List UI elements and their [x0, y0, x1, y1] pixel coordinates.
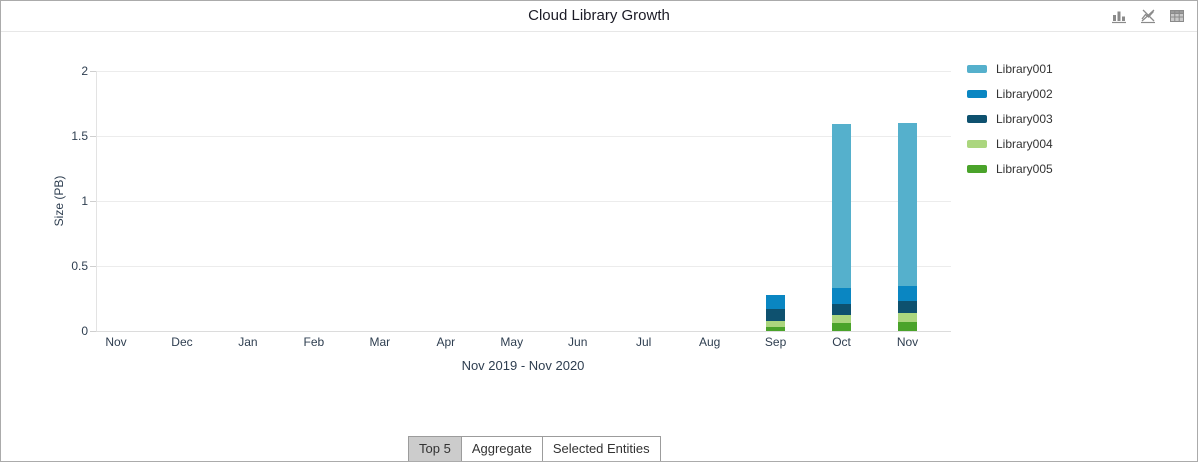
bar-segment-library005[interactable] — [766, 327, 786, 331]
x-axis-label: Sep — [764, 335, 787, 349]
tab-selected-entities[interactable]: Selected Entities — [541, 436, 661, 461]
gridline — [96, 136, 951, 137]
legend-swatch — [967, 139, 987, 148]
legend-label: Library003 — [996, 111, 1053, 126]
legend-swatch — [967, 164, 987, 173]
y-tick-mark — [90, 71, 96, 72]
x-axis-line — [96, 331, 951, 332]
y-axis-tick-label: 2 — [81, 64, 88, 78]
legend-label: Library004 — [996, 136, 1053, 151]
x-axis-label: Jun — [568, 335, 588, 349]
legend-item-library002[interactable]: Library002 — [967, 86, 1053, 101]
bar-segment-library003[interactable] — [766, 308, 786, 321]
y-axis-tick-label: 0 — [81, 324, 88, 338]
bar-segment-library005[interactable] — [898, 321, 918, 331]
x-axis-label: Nov — [896, 335, 919, 349]
bar-chart-icon[interactable] — [1110, 7, 1128, 25]
legend-item-library005[interactable]: Library005 — [967, 161, 1053, 176]
tab-top-5[interactable]: Top 5 — [408, 436, 462, 461]
y-axis-tick-label: 1 — [81, 194, 88, 208]
y-tick-mark — [90, 201, 96, 202]
y-tick-mark — [90, 136, 96, 137]
bar-segment-library002[interactable] — [832, 288, 852, 304]
x-axis-label: Nov — [105, 335, 127, 349]
x-axis-label: Mar — [369, 335, 391, 349]
legend-label: Library005 — [996, 161, 1053, 176]
y-axis-tick-label: 0.5 — [71, 259, 88, 273]
bar-segment-library004[interactable] — [766, 320, 786, 328]
chart-plot-region: Size (PB) 0 0.5 1 1.5 2 Nov Dec Jan Feb Mar Apr May… — [1, 31, 1197, 461]
gridline — [96, 266, 951, 267]
legend: Library001 Library002 Library003 Library004… — [967, 62, 1053, 187]
bar-segment-library005[interactable] — [832, 323, 852, 331]
gridline — [96, 201, 951, 202]
bar-segment-library002[interactable] — [898, 285, 918, 302]
legend-label: Library001 — [996, 61, 1053, 76]
line-chart-icon[interactable] — [1139, 7, 1157, 25]
x-axis-title: Nov 2019 - Nov 2020 — [461, 358, 585, 373]
table-icon[interactable] — [1168, 7, 1186, 25]
view-tabs: Top 5 Aggregate Selected Entities — [408, 436, 661, 461]
x-axis-label: Dec — [171, 335, 193, 349]
x-axis-label: Oct — [832, 335, 851, 349]
chart-header: Cloud Library Growth — [1, 1, 1197, 32]
bar-segment-library003[interactable] — [898, 301, 918, 313]
bar-segment-library001[interactable] — [832, 124, 852, 289]
x-axis-label: May — [500, 335, 524, 349]
bar-segment-library004[interactable] — [898, 312, 918, 322]
x-axis-label: Apr — [436, 335, 456, 349]
bar-segment-library004[interactable] — [832, 315, 852, 324]
bar-segment-library002[interactable] — [766, 294, 786, 309]
bar-segment-library001[interactable] — [898, 123, 918, 286]
legend-swatch — [967, 89, 987, 98]
legend-item-library001[interactable]: Library001 — [967, 61, 1053, 76]
legend-item-library003[interactable]: Library003 — [967, 111, 1053, 126]
x-axis-label: Jan — [238, 335, 258, 349]
tab-aggregate[interactable]: Aggregate — [460, 436, 543, 461]
chart-title: Cloud Library Growth — [528, 7, 670, 24]
legend-label: Library002 — [996, 86, 1053, 101]
y-axis-line — [96, 71, 97, 331]
gridline — [96, 71, 951, 72]
x-axis-label: Jul — [636, 335, 652, 349]
x-axis-label: Feb — [303, 335, 325, 349]
bar-segment-library003[interactable] — [832, 303, 852, 316]
legend-item-library004[interactable]: Library004 — [967, 136, 1053, 151]
y-tick-mark — [90, 266, 96, 267]
legend-swatch — [967, 114, 987, 123]
x-axis-label: Aug — [698, 335, 721, 349]
y-axis-tick-label: 1.5 — [71, 129, 88, 143]
legend-swatch — [967, 64, 987, 73]
chart-toolbar — [1110, 1, 1186, 31]
y-tick-mark — [90, 331, 96, 332]
